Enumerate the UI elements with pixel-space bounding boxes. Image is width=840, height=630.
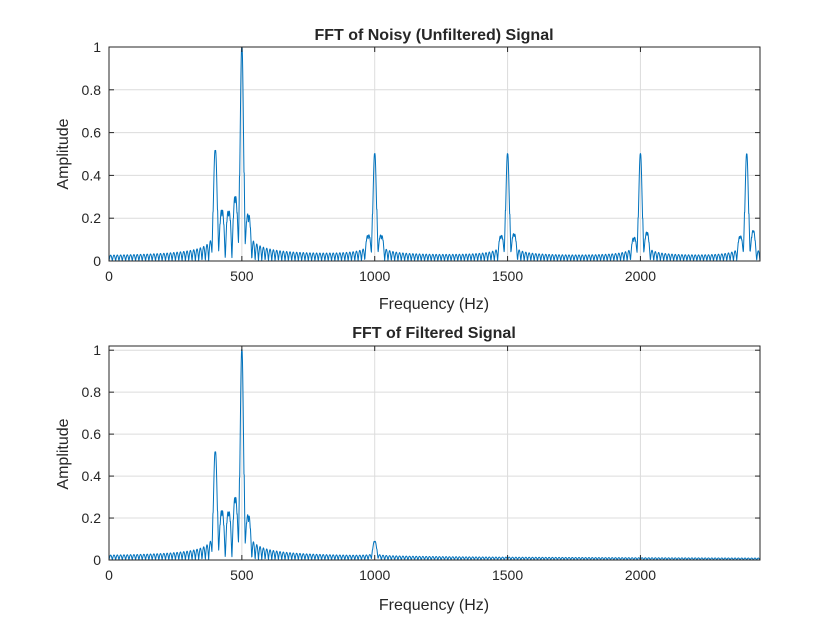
y-tick-label: 0.8 <box>82 82 102 98</box>
x-tick-label: 0 <box>105 268 113 284</box>
y-tick-label: 0.6 <box>82 125 102 141</box>
x-tick-label: 1000 <box>359 268 390 284</box>
x-tick-label: 2000 <box>625 567 656 583</box>
grid <box>109 346 760 560</box>
y-axis-label: Amplitude <box>55 118 72 189</box>
y-tick-label: 0.8 <box>82 384 102 400</box>
x-tick-label: 1000 <box>359 567 390 583</box>
chart-title: FFT of Filtered Signal <box>352 325 516 342</box>
x-tick-label: 1500 <box>492 567 523 583</box>
subplot-filtered: FFT of Filtered Signal Frequency (Hz) Am… <box>55 325 761 614</box>
x-tick-label: 500 <box>230 268 254 284</box>
y-axis-label: Amplitude <box>55 418 72 489</box>
x-tick-label: 500 <box>230 567 254 583</box>
y-tick-label: 1 <box>93 39 101 55</box>
chart-title: FFT of Noisy (Unfiltered) Signal <box>314 27 553 44</box>
y-tick-label: 0.4 <box>82 468 102 484</box>
x-tick-label: 0 <box>105 567 113 583</box>
y-tick-label: 0.2 <box>82 510 102 526</box>
axes-box <box>108 46 761 262</box>
y-tick-label: 0.4 <box>82 167 102 183</box>
y-tick-label: 1 <box>93 342 101 358</box>
y-tick-label: 0.2 <box>82 210 102 226</box>
axes-box <box>108 345 761 561</box>
y-tick-label: 0 <box>93 253 101 269</box>
y-tick-label: 0.6 <box>82 426 102 442</box>
x-axis-label: Frequency (Hz) <box>379 597 489 614</box>
y-tick-label: 0 <box>93 552 101 568</box>
x-tick-label: 1500 <box>492 268 523 284</box>
subplot-unfiltered: FFT of Noisy (Unfiltered) Signal Frequen… <box>55 27 761 313</box>
x-axis-label: Frequency (Hz) <box>379 296 489 313</box>
x-tick-label: 2000 <box>625 268 656 284</box>
